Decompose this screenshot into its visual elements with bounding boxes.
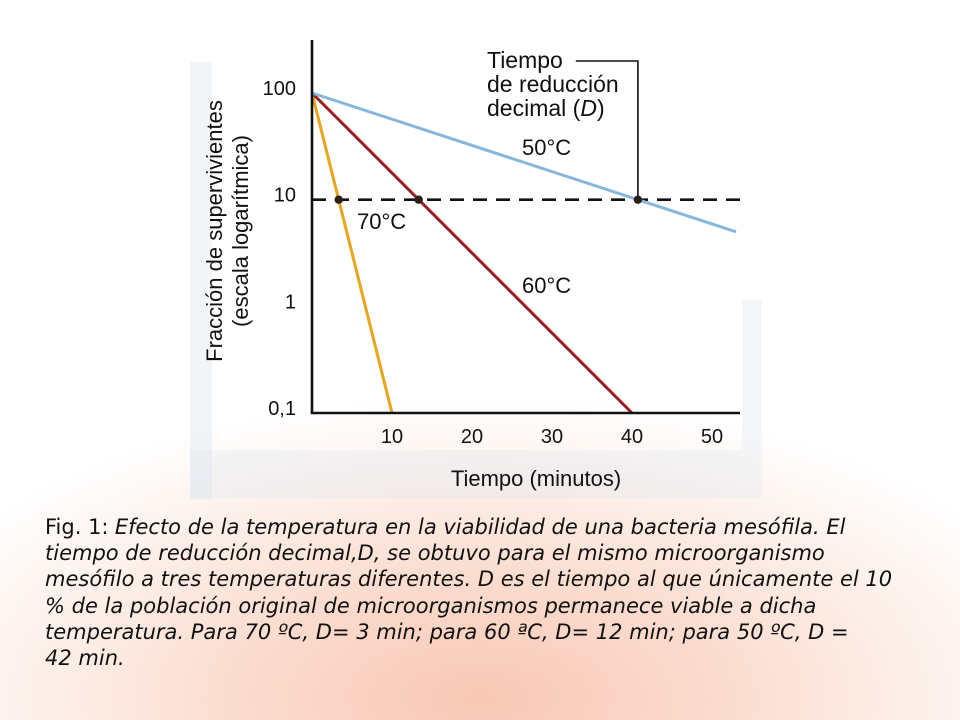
series-label-60c: 60°C	[522, 273, 571, 298]
caption-line: 42 min.	[45, 646, 125, 671]
x-tick-label: 20	[461, 426, 483, 448]
y-axis-subtitle: (escala logarítmica)	[228, 135, 253, 327]
chart: 10 20 30 40 50 100 10 1 0,1 50°C 70°C 60°C Tiemp…	[190, 40, 762, 500]
series-line	[310, 91, 634, 415]
annotation-line-3: decimal (D)	[487, 95, 605, 121]
y-axis-title: Fracción de supervivientes	[202, 100, 227, 362]
x-tick-label: 30	[541, 426, 563, 448]
y-tick-label: 1	[285, 291, 296, 313]
caption-line: tiempo de reducción decimal,D, se obtuvo…	[45, 541, 825, 566]
y-tick-label: 0,1	[268, 398, 296, 420]
figure-caption: Fig. 1: Efecto de la temperatura en la vi…	[45, 514, 945, 671]
series-label-70c: 70°C	[357, 209, 406, 234]
annotation-leader-line	[575, 60, 639, 196]
watermark-band-right	[742, 300, 762, 450]
caption-label: Fig. 1:	[45, 515, 109, 539]
background-watermark	[190, 62, 762, 500]
reference-point-marker	[334, 195, 343, 204]
annotation-line-2: de reducción	[487, 71, 619, 97]
caption-line: % de la población original de microorgan…	[45, 593, 817, 618]
annotation-line-3-prefix: decimal (	[487, 95, 581, 121]
series-line	[310, 92, 394, 414]
tick-labels: 10 20 30 40 50 100 10 1 0,1	[263, 78, 724, 448]
caption-line: Fig. 1: Efecto de la temperatura en la vi…	[45, 514, 945, 540]
series-line	[311, 91, 737, 234]
reference-point-marker	[633, 195, 643, 204]
reference-point-marker	[414, 195, 423, 204]
plot-area	[310, 40, 740, 415]
annotation: Tiempo de reducción decimal (D)	[487, 47, 639, 196]
y-tick-label: 100	[263, 78, 296, 100]
caption-line: mesófilo a tres temperaturas diferentes.…	[45, 567, 893, 592]
watermark-band-bottom	[190, 450, 762, 498]
y-tick-label: 10	[274, 185, 296, 207]
x-axis-title: Tiempo (minutos)	[451, 466, 621, 491]
x-tick-label: 10	[381, 426, 403, 448]
caption-line: temperatura. Para 70 ºC, D= 3 min; para …	[45, 619, 849, 644]
annotation-line-1: Tiempo	[487, 47, 563, 73]
series-label-50c: 50°C	[522, 135, 571, 160]
caption-text: Efecto de la temperatura en la viabilida…	[114, 515, 846, 539]
annotation-line-3-suffix: )	[597, 95, 605, 121]
x-tick-label: 40	[621, 426, 643, 448]
x-tick-label: 50	[701, 426, 723, 448]
annotation-symbol-d: D	[580, 95, 597, 121]
watermark-band-left	[190, 62, 212, 500]
